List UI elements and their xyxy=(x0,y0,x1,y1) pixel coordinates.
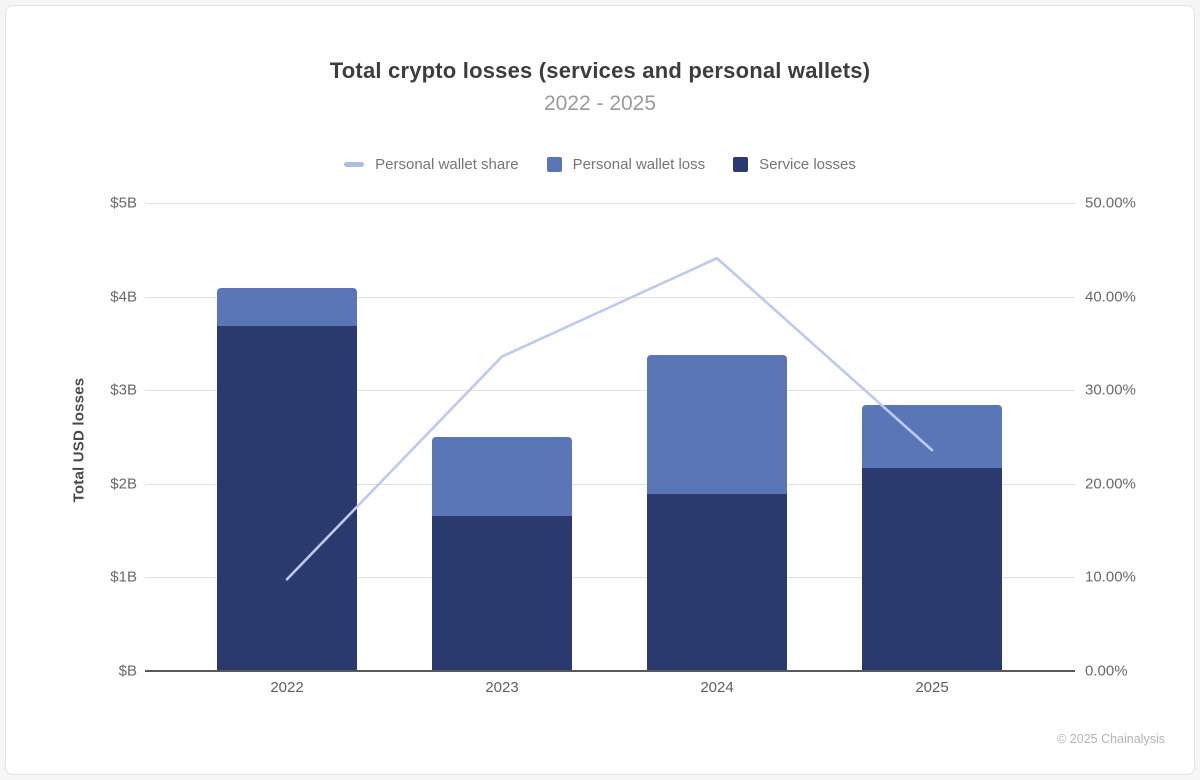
bar-2023-service-losses xyxy=(432,515,572,671)
left-axis-tick: $4B xyxy=(110,288,137,306)
bar-2024-service-losses xyxy=(647,494,787,671)
bar-2022-service-losses xyxy=(217,325,357,671)
personal-wallet-share-line xyxy=(285,256,934,581)
line-swatch-icon xyxy=(344,161,365,167)
attribution-footer: © 2025 Chainalysis xyxy=(1057,732,1165,746)
x-axis-label-2025: 2025 xyxy=(915,679,949,696)
gridline xyxy=(145,390,1075,392)
right-axis-tick-labels: 50.00% 40.00% 30.00% 20.00% 10.00% 0.00% xyxy=(1085,195,1195,680)
left-axis-tick: $1B xyxy=(110,568,137,586)
x-axis-labels: 2022 2023 2024 2025 xyxy=(145,679,1075,699)
gridline xyxy=(145,296,1075,298)
left-axis-tick-labels: $5B $4B $3B $2B $1B $B xyxy=(0,195,137,680)
bar-2024-personal-wallet-loss xyxy=(647,354,787,495)
right-axis-tick: 10.00% xyxy=(1085,568,1136,586)
legend-label: Personal wallet share xyxy=(375,155,519,173)
gridline xyxy=(145,203,1075,204)
bar-2025-personal-wallet-loss xyxy=(862,405,1002,468)
right-axis-tick: 50.00% xyxy=(1085,194,1136,212)
square-swatch-icon xyxy=(733,156,749,172)
right-axis-tick: 40.00% xyxy=(1085,288,1136,306)
left-axis-tick: $5B xyxy=(110,194,137,212)
legend-item-personal-wallet-share: Personal wallet share xyxy=(344,155,519,173)
left-axis-tick: $B xyxy=(118,662,137,680)
legend-label: Service losses xyxy=(759,155,856,173)
right-axis-tick: 20.00% xyxy=(1085,475,1136,493)
bar-2025-service-losses xyxy=(862,467,1002,671)
x-axis-label-2023: 2023 xyxy=(485,679,519,696)
right-axis-tick: 0.00% xyxy=(1085,662,1128,680)
legend: Personal wallet share Personal wallet lo… xyxy=(0,153,1200,175)
plot-area xyxy=(145,203,1075,672)
x-axis-label-2024: 2024 xyxy=(700,679,734,696)
chart-title: Total crypto losses (services and person… xyxy=(329,58,871,83)
x-axis-label-2022: 2022 xyxy=(270,679,304,696)
bar-2023-personal-wallet-loss xyxy=(432,437,572,516)
gridline xyxy=(145,577,1075,579)
chart-subtitle: 2022 - 2025 xyxy=(543,92,657,115)
legend-item-personal-wallet-loss: Personal wallet loss xyxy=(546,155,706,173)
gridline xyxy=(145,483,1075,485)
right-axis-tick: 30.00% xyxy=(1085,381,1136,399)
legend-item-service-losses: Service losses xyxy=(733,156,856,173)
bar-2022-personal-wallet-loss xyxy=(217,288,357,326)
square-swatch-icon xyxy=(546,156,562,172)
left-axis-tick: $3B xyxy=(110,381,137,399)
left-axis-tick: $2B xyxy=(110,475,137,493)
x-axis-baseline xyxy=(145,670,1075,672)
legend-label: Personal wallet loss xyxy=(572,155,706,173)
